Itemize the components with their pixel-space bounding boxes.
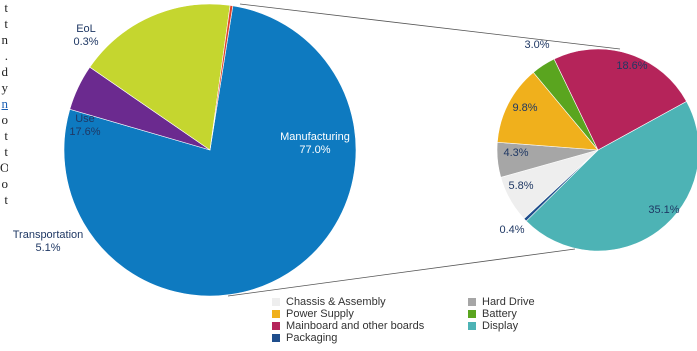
pie-slice-power-supply xyxy=(496,71,599,151)
data-label-power-supply: 9.8% xyxy=(512,102,537,114)
pie-slice-mainboard-and-other-boards xyxy=(553,48,687,151)
text-fragment: t xyxy=(4,144,8,159)
legend-swatch xyxy=(468,322,476,330)
legend-label: Display xyxy=(482,320,519,332)
data-label-battery: 3.0% xyxy=(524,39,549,51)
text-fragment: y xyxy=(1,80,9,95)
data-label-eol: EoL 0.3% xyxy=(73,23,98,48)
text-fragment: t xyxy=(4,192,8,207)
text-fragment: O xyxy=(0,160,8,175)
data-label-chassis-assembly: 5.8% xyxy=(508,180,533,192)
pie-slice-manufacturing xyxy=(63,5,357,297)
text-fragment: d xyxy=(1,64,9,79)
pie-slice-eol xyxy=(209,5,234,151)
text-fragment: . xyxy=(4,48,8,63)
text-fragment: o xyxy=(1,176,9,191)
legend-swatch xyxy=(272,322,280,330)
cropped-body-text: t t n . d y n o t t O o t xyxy=(0,0,8,300)
data-label-mainboard-and-other-boards: 18.6% xyxy=(616,60,647,72)
legend-label: Mainboard and other boards xyxy=(286,320,425,332)
data-label-display: 35.1% xyxy=(648,204,679,216)
legend-swatch xyxy=(272,334,280,342)
text-fragment: n xyxy=(1,32,9,47)
legend-swatch xyxy=(272,298,280,306)
pie-slice-use xyxy=(89,3,231,151)
legend-label: Hard Drive xyxy=(482,296,535,308)
legend-label: Battery xyxy=(482,308,517,320)
legend-item-power-supply: Power Supply xyxy=(272,308,354,320)
legend-swatch xyxy=(468,298,476,306)
data-label-transportation: Transportation 5.1% xyxy=(13,229,84,254)
text-fragment-link[interactable]: n xyxy=(1,96,9,111)
text-fragment: t xyxy=(4,128,8,143)
legend-item-mainboard-and-other-boards: Mainboard and other boards xyxy=(272,320,424,332)
legend-label: Packaging xyxy=(286,332,338,344)
legend-item-hard-drive: Hard Drive xyxy=(468,296,535,308)
connector-line-top xyxy=(239,3,621,50)
legend-item-battery: Battery xyxy=(468,308,517,320)
text-fragment: t xyxy=(4,0,8,15)
legend-item-packaging: Packaging xyxy=(272,332,337,344)
connector-line-bottom xyxy=(227,248,576,297)
data-label-manufacturing: Manufacturing 77.0% xyxy=(280,131,350,156)
text-fragment: o xyxy=(1,112,9,127)
data-label-use: Use 17.6% xyxy=(69,113,100,138)
text-fragment: t xyxy=(4,16,8,31)
legend-swatch xyxy=(272,310,280,318)
legend-swatch xyxy=(468,310,476,318)
legend-label: Power Supply xyxy=(286,308,354,320)
data-label-hard-drive: 4.3% xyxy=(503,147,528,159)
legend-item-display: Display xyxy=(468,320,518,332)
legend-item-chassis-assembly: Chassis & Assembly xyxy=(272,296,386,308)
pie-slice-display xyxy=(525,100,697,252)
legend-label: Chassis & Assembly xyxy=(286,296,386,308)
data-label-packaging: 0.4% xyxy=(499,224,524,236)
